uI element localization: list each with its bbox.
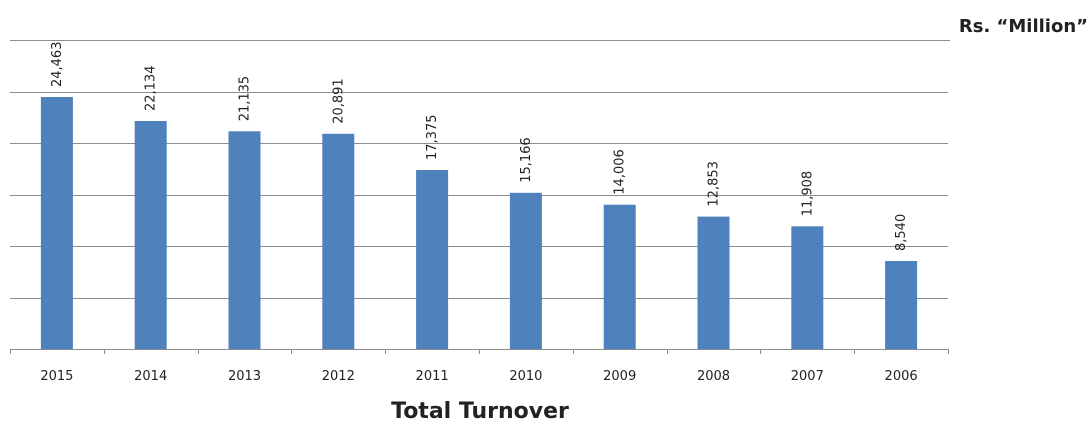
data-label-2010: 15,166: [519, 137, 534, 183]
data-label-2006: 8,540: [894, 214, 909, 251]
x-tick-label-2011: 2011: [416, 369, 449, 384]
x-tick-label-2012: 2012: [322, 369, 355, 384]
x-tick-label-2007: 2007: [791, 369, 824, 384]
bar-2010: [509, 192, 542, 349]
data-label-2013: 21,135: [238, 76, 253, 122]
bar-2006: [885, 261, 918, 349]
x-tick-labels: 2015 2014 2013 2012 2011 2010 2009 2008 2007 2006: [40, 369, 917, 384]
data-label-2009: 14,006: [613, 149, 628, 195]
x-axis: [10, 349, 949, 354]
data-label-2014: 22,134: [144, 66, 159, 112]
unit-label: Rs. “Million”: [959, 16, 1088, 37]
x-tick-label-2009: 2009: [603, 369, 636, 384]
bar-2008: [697, 216, 730, 349]
bar-2012: [322, 133, 355, 349]
x-tick-label-2008: 2008: [697, 369, 730, 384]
data-label-2008: 12,853: [707, 161, 722, 207]
data-labels: 24,463 22,134 21,135 20,891 17,375 15,166 14,0…: [50, 42, 909, 252]
x-axis-title: Total Turnover: [391, 399, 569, 423]
x-tick-label-2013: 2013: [228, 369, 261, 384]
bar-2011: [416, 170, 449, 349]
x-tick-label-2015: 2015: [40, 369, 73, 384]
x-tick-label-2010: 2010: [509, 369, 542, 384]
bar-2014: [134, 121, 167, 349]
bar-2013: [228, 131, 261, 349]
bars: [40, 97, 918, 349]
data-label-2012: 20,891: [331, 78, 346, 124]
bar-2009: [603, 204, 636, 349]
x-tick-label-2006: 2006: [885, 369, 918, 384]
data-label-2015: 24,463: [50, 42, 65, 88]
data-label-2011: 17,375: [425, 115, 440, 161]
bar-2015: [40, 97, 73, 349]
bar-2007: [791, 226, 824, 349]
x-tick-label-2014: 2014: [134, 369, 167, 384]
data-label-2007: 11,908: [800, 171, 815, 217]
